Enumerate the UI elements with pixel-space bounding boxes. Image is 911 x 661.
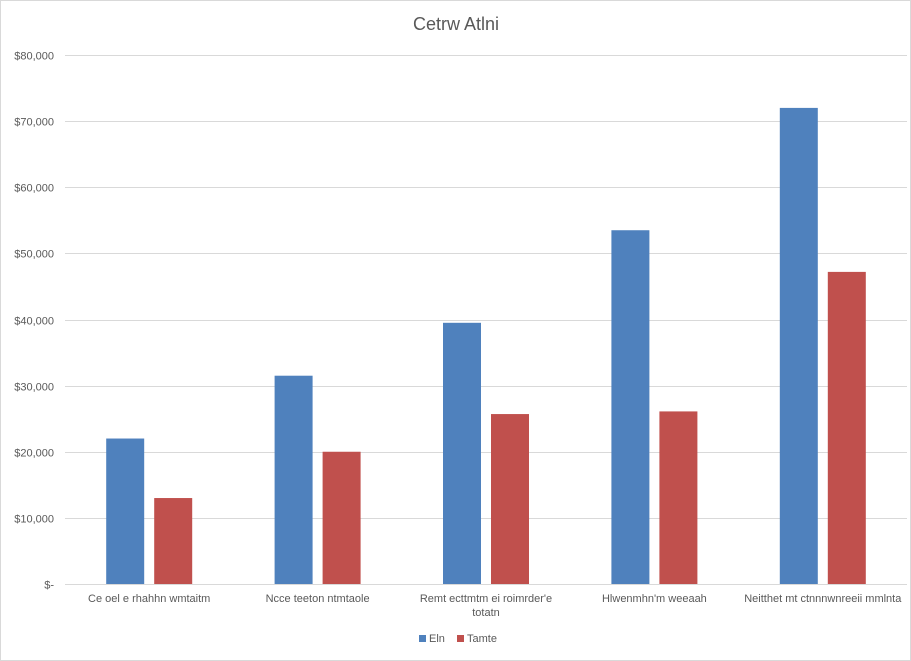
y-axis: $- $10,000 $20,000 $30,000 $40,000 $50,000 $60… bbox=[14, 51, 54, 592]
x-tick-label: Ce oel e rhahhn wmtaitm bbox=[88, 593, 210, 605]
bar-eln-2 bbox=[274, 375, 313, 584]
y-tick-label: $80,000 bbox=[14, 51, 54, 63]
bar-eln-5 bbox=[779, 107, 818, 585]
y-tick-label: $50,000 bbox=[14, 249, 54, 261]
x-tick-label: Hlwenmhn'm weeaah bbox=[602, 593, 707, 605]
legend-label-tamte: Tamte bbox=[467, 633, 497, 645]
x-axis: Ce oel e rhahhn wmtaitm Ncce teeton ntmta… bbox=[65, 584, 907, 619]
x-tick-label: Remt ecttmtm ei roimrder'e bbox=[420, 593, 552, 605]
legend-swatch-eln bbox=[419, 635, 426, 642]
y-tick-label: $20,000 bbox=[14, 448, 54, 460]
legend-swatch-tamte bbox=[457, 635, 464, 642]
bars bbox=[106, 107, 866, 585]
x-tick-label: Neitthet mt ctnnnwnreeii mmlnta bbox=[744, 593, 902, 605]
gridlines bbox=[65, 55, 907, 585]
bar-tamte-3 bbox=[491, 414, 529, 584]
x-tick-label: totatn bbox=[472, 607, 500, 619]
y-tick-label: $40,000 bbox=[14, 316, 54, 328]
bar-eln-4 bbox=[611, 230, 650, 584]
y-tick-label: $- bbox=[44, 580, 54, 592]
y-tick-label: $30,000 bbox=[14, 382, 54, 394]
bar-tamte-2 bbox=[322, 451, 361, 584]
legend-label-eln: Eln bbox=[429, 633, 445, 645]
legend: Eln Tamte bbox=[419, 633, 497, 645]
bar-eln-3 bbox=[443, 322, 481, 584]
y-tick-label: $10,000 bbox=[14, 514, 54, 526]
bar-tamte-1 bbox=[154, 498, 193, 584]
chart-title: Cetrw Atlni bbox=[413, 14, 499, 34]
bar-eln-1 bbox=[106, 438, 145, 584]
bar-tamte-4 bbox=[659, 411, 698, 584]
bar-tamte-5 bbox=[827, 271, 866, 584]
y-tick-label: $70,000 bbox=[14, 117, 54, 129]
y-tick-label: $60,000 bbox=[14, 183, 54, 195]
x-tick-label: Ncce teeton ntmtaole bbox=[266, 593, 370, 605]
